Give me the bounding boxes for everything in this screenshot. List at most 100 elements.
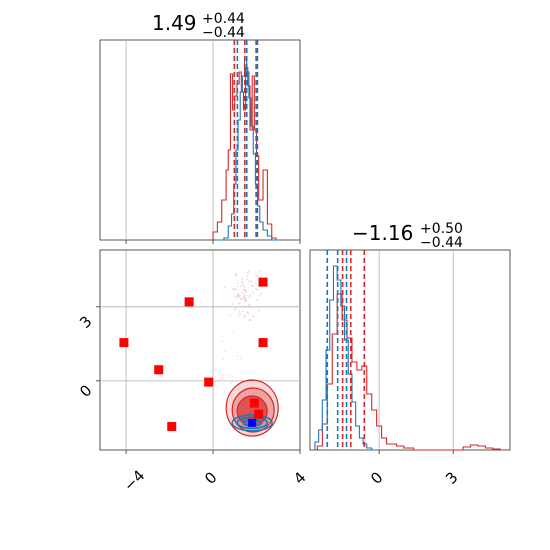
scatter-sample-dot [222,358,224,360]
scatter-sample-dot [258,270,261,272]
top-left-hist-red-hist [212,67,280,241]
scatter-sample-dot [244,297,247,300]
scatter-sample-dot [245,300,248,303]
scatter-sample-dot [231,376,234,378]
scatter-sample-dot [223,286,226,289]
scatter-sample-dot [236,282,239,284]
scatter-sample-dot [252,291,255,294]
param-title-1-value: 1.49 [152,11,197,35]
scatter-sample-dot [254,282,257,285]
scatter-sample-dot [244,289,247,292]
bottom-right-hist-red-hist [316,293,504,451]
scatter-sample-dot [256,275,259,278]
scatter-sample-dot [241,291,244,294]
top-left-hist-frame [99,39,301,241]
scatter-sample-dot [246,275,249,277]
scatter-sample-dot [227,375,230,377]
scatter-sample-dot [237,359,240,361]
scatter-sample-dot [248,303,251,306]
scatter-sample-dot [248,280,251,283]
scatter-sample-dot [250,280,253,283]
scatter-sample-dot [234,288,237,291]
scatter-sample-dot [248,319,251,322]
scatter-sample-dot [236,351,238,353]
scatter-sample-dot [243,293,245,295]
scatter-sample-dot [247,271,249,274]
scatter-sample-dot [244,299,247,301]
scatter-sample-dot [223,350,226,353]
scatter-sample-dot [255,288,258,291]
scatter-sample-dot [238,295,241,298]
blue-contour-mid [236,416,268,430]
scatter-sample-dot [252,285,255,288]
scatter-sample-dot [236,292,239,295]
red-square-marker [184,297,194,307]
scatter-sample-dot [240,298,242,301]
scatter-sample-dot [237,314,240,317]
scatter-sample-dot [240,285,243,288]
y-tick-label-3: 3 [76,312,95,331]
scatter-sample-dot [247,304,250,306]
red-square-marker [167,422,177,432]
scatter-sample-dot [260,292,263,295]
scatter-sample-dot [245,294,248,297]
param-title-2: −1.16 +0.50 −0.44 [352,221,463,251]
scatter-sample-dot [222,377,225,380]
scatter-sample-dot [249,306,252,308]
param-title-1-minus: −0.44 [202,25,245,41]
scatter-sample-dot [236,285,239,288]
red-square-marker [258,277,268,287]
top-left-hist-layer [125,40,301,244]
scatter-sample-dot [247,312,249,315]
scatter-sample-dot [243,286,246,288]
scatter-sample-dot [239,313,242,315]
scatter-sample-dot [242,284,245,287]
scatter-sample-dot [241,277,244,280]
scatter-sample-dot [261,422,264,425]
red-square-marker [249,398,259,408]
scatter-sample-dot [256,299,259,302]
scatter-sample-dot [214,381,217,383]
param-title-1-plus: +0.44 [202,11,245,27]
scatter-sample-dot [225,387,227,390]
scatter-sample-dot [244,314,247,317]
scatter-sample-dot [242,310,244,313]
scatter-sample-dot [224,390,226,393]
hist-y-x-tick-label-3: 3 [442,468,461,487]
scatter-sample-dot [256,289,259,291]
red-square-marker [204,377,214,387]
scatter-sample-dot [230,382,232,385]
x-tick-label-0: 0 [201,468,220,487]
scatter-sample-dot [221,340,224,342]
scatter-sample-dot [233,331,235,334]
param-title-2-value: −1.16 [352,221,413,245]
bottom-right-hist-layer [314,250,504,454]
scatter-sample-dot [237,295,240,298]
scatter-sample-dot [257,310,260,312]
scatter-sample-dot [258,294,261,297]
scatter-sample-dot [243,316,246,319]
scatter-sample-dot [248,270,250,273]
bottom-right-hist-frame [309,249,511,451]
bottom-right-hist-blue-hist [314,265,376,451]
scatter-sample-dot [246,311,249,314]
scatter-sample-dot [243,296,246,299]
x-tick-label-4: 4 [290,468,309,487]
param-title-2-minus: −0.44 [420,235,463,251]
scatter-sample-dot [211,375,214,378]
red-square-marker [254,409,264,419]
scatter-sample-dot [223,374,225,377]
scatter-sample-dot [241,297,243,300]
scatter-sample-dot [237,303,240,305]
scatter-sample-dot [220,374,223,377]
scatter-sample-dot [234,309,237,311]
hist-y-x-tick-label-0: 0 [367,468,386,487]
blue-square-marker [248,418,257,427]
scatter-sample-dot [233,288,236,291]
scatter-sample-dot [232,303,234,305]
param-title-1: 1.49 +0.44 −0.44 [152,11,245,41]
scatter-sample-dot [240,357,242,360]
scatter-sample-dot [241,281,244,284]
scatter-sample-dot [236,294,239,297]
